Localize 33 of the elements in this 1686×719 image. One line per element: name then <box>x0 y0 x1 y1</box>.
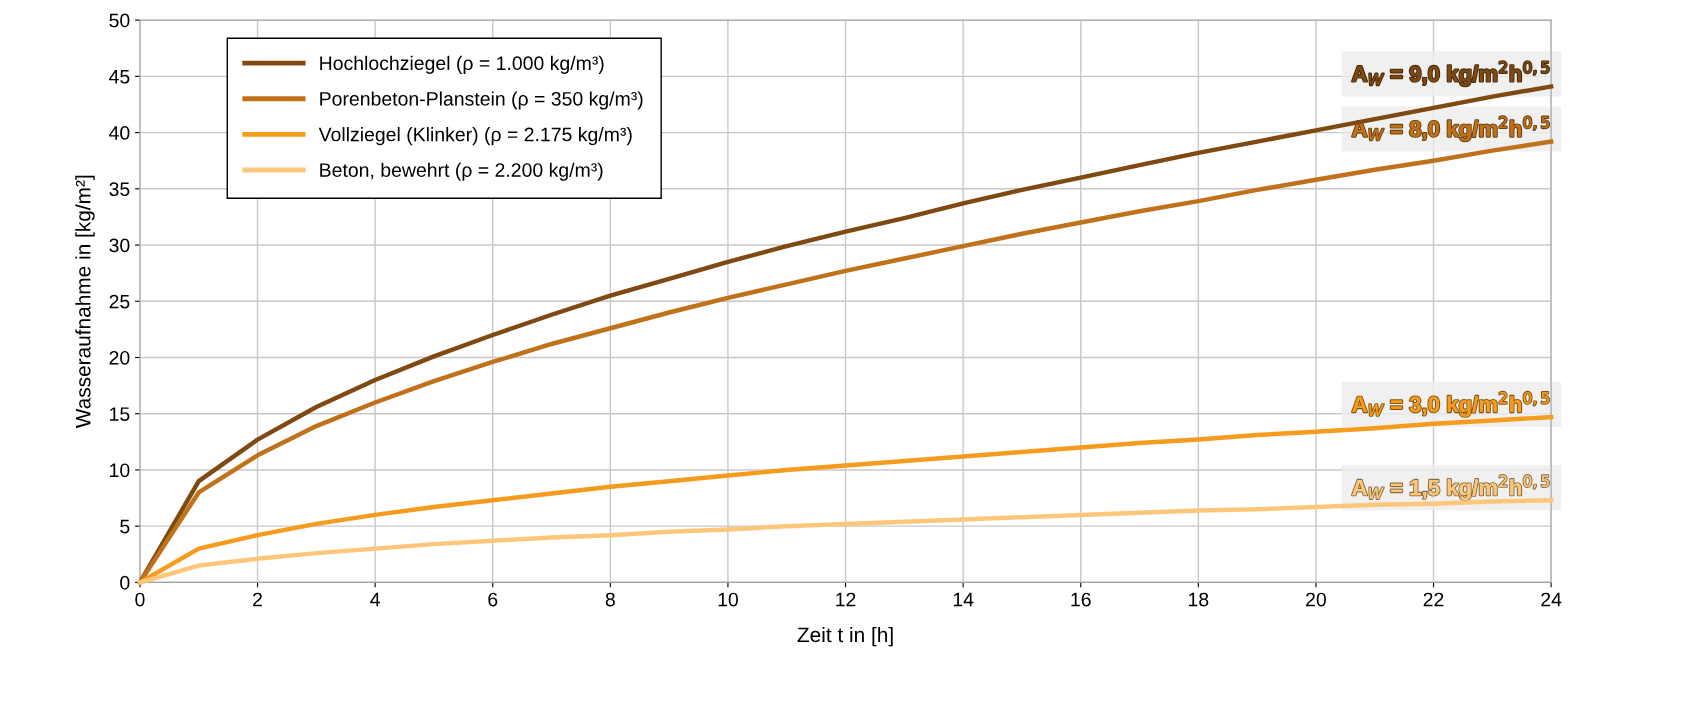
y-tick-label: 35 <box>109 182 130 197</box>
y-tick-label: 25 <box>109 294 130 309</box>
y-tick-label: 10 <box>110 463 130 478</box>
legend-label: Beton, bewehrt (ρ = 2.200 kg/m³) <box>320 162 603 181</box>
annotation: A$_{W}$ = 9,0 kg/m$^{2}$h$^{0,5}$ <box>1352 61 1549 87</box>
x-tick-label: 4 <box>370 592 380 607</box>
y-tick-label: 45 <box>109 70 130 84</box>
y-axis-title: Wasseraufnahme in [kg/m²] <box>75 175 95 429</box>
annotation: A$_{W}$ = 3,0 kg/m$^{2}$h$^{0,5}$ <box>1352 391 1549 417</box>
legend-label: Vollziegel (Klinker) (ρ = 2.175 kg/m³) <box>318 127 632 146</box>
x-tick-label: 16 <box>1071 592 1091 607</box>
x-axis-title: Zeit t in [h] <box>797 626 893 647</box>
legend-label: Hochlochziegel (ρ = 1.000 kg/m³) <box>320 55 604 74</box>
x-tick-label: 14 <box>953 592 974 607</box>
y-tick-label: 5 <box>120 519 130 534</box>
x-tick-label: 18 <box>1188 592 1209 607</box>
y-tick-label: 30 <box>109 238 130 253</box>
legend-label: Porenbeton-Planstein (ρ = 350 kg/m³) <box>320 91 643 110</box>
y-tick-label: 20 <box>109 350 130 365</box>
x-tick-label: 6 <box>488 592 498 607</box>
x-tick-label: 8 <box>605 592 615 607</box>
x-tick-label: 0 <box>135 592 145 607</box>
x-tick-label: 12 <box>836 592 856 607</box>
x-tick-label: 10 <box>718 592 738 607</box>
x-tick-label: 20 <box>1306 592 1326 607</box>
y-tick-label: 40 <box>109 126 130 140</box>
annotation: A$_{W}$ = 1,5 kg/m$^{2}$h$^{0,5}$ <box>1352 475 1549 500</box>
y-tick-label: 0 <box>120 575 130 590</box>
x-tick-label: 2 <box>253 592 262 607</box>
y-tick-label: 50 <box>109 13 130 28</box>
x-tick-label: 22 <box>1423 592 1444 607</box>
x-tick-label: 24 <box>1541 592 1562 607</box>
y-tick-label: 15 <box>110 407 130 421</box>
